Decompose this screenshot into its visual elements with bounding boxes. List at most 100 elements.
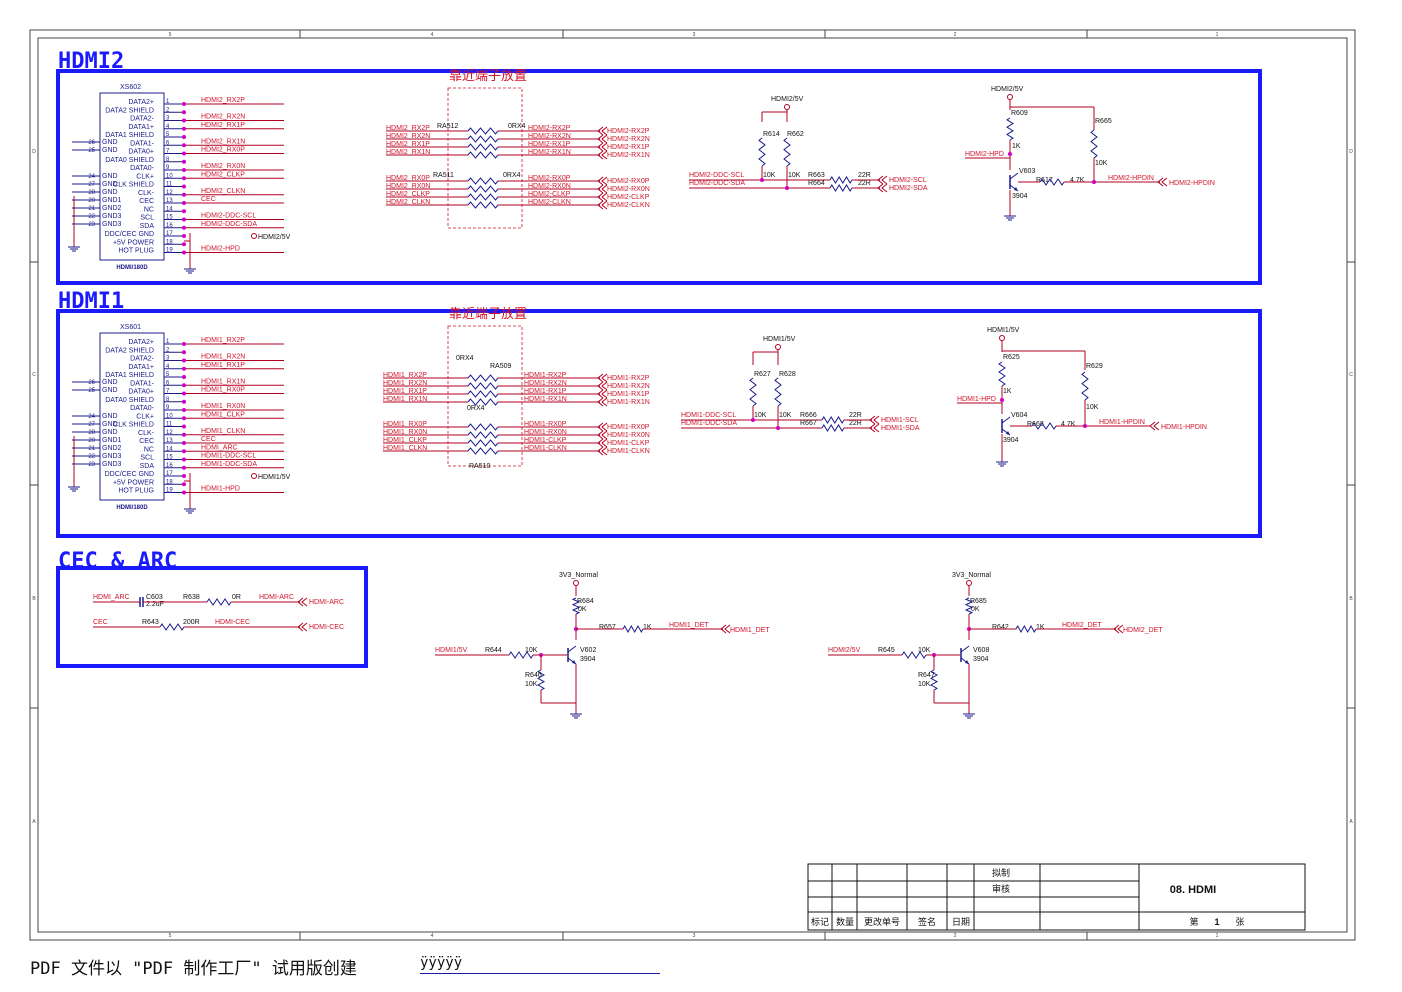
resistor-array-value: 0RX4 <box>503 172 521 179</box>
connector-pin-name: CLK- <box>138 430 155 437</box>
resistor-ref: R644 <box>485 647 502 654</box>
net-label: HDMI2-RX2P <box>528 125 571 132</box>
title-column-header: 数量 <box>836 916 854 927</box>
port-label: HDMI2-SDA <box>889 185 928 192</box>
connector-pin-name: SCL <box>140 215 154 222</box>
transistor-icon <box>1001 416 1011 424</box>
resistor-value: 1K <box>1012 143 1021 150</box>
gnd-pin-name: GND3 <box>102 453 122 460</box>
junction-dot <box>182 432 186 437</box>
resistor-icon <box>1006 117 1014 141</box>
resistor-icon <box>622 624 644 634</box>
resistor-value: 10K <box>918 647 931 654</box>
gnd-pin-number: 24 <box>88 414 95 420</box>
connector-ref: XS601 <box>120 324 141 331</box>
junction-dot <box>182 457 186 462</box>
resistor-array-value: 0RX4 <box>456 355 474 362</box>
junction-dot <box>182 184 186 189</box>
connector-pin-name: DATA0- <box>130 405 155 412</box>
resistor-array-element-icon <box>467 193 499 201</box>
power-net-label: HDMI1/5V <box>258 474 291 481</box>
offpage-port-icon <box>869 423 880 433</box>
junction-dot <box>785 186 789 190</box>
connector-pin-number: 4 <box>166 364 170 370</box>
junction-dot <box>182 217 186 222</box>
power-port-icon <box>251 233 257 239</box>
sheet-suffix: 张 <box>1235 917 1244 927</box>
connector-pin-name: HOT PLUG <box>118 248 154 255</box>
pdf-watermark-link-text: ÿÿÿÿÿ <box>420 955 463 971</box>
connector-pin-name: +5V POWER <box>113 479 154 486</box>
pdf-watermark-link[interactable]: ÿÿÿÿÿ <box>420 955 660 974</box>
power-net-label: HDMI2/5V <box>991 86 1024 93</box>
sheet-number: 1 <box>1214 917 1219 927</box>
frame-row-label: B <box>1349 596 1353 602</box>
placement-note: 靠近端子放置 <box>449 68 527 83</box>
offpage-port-icon <box>720 624 731 634</box>
port-label: HDMI-CEC <box>309 624 344 631</box>
resistor-icon <box>1081 371 1089 401</box>
junction-dot <box>182 424 186 429</box>
placement-note: 靠近端子放置 <box>449 306 527 321</box>
net-label: HDMI1-RX0N <box>524 429 567 436</box>
transistor-arrow-icon <box>965 660 969 664</box>
offpage-port-icon <box>297 622 308 632</box>
connector-pin-name: DATA1 SHIELD <box>105 132 154 139</box>
junction-dot <box>182 474 186 478</box>
connector-pin-name: DATA0 SHIELD <box>105 157 154 164</box>
net-label: HDMI1_CLKP <box>201 411 245 418</box>
frame-row-label: C <box>32 372 36 378</box>
connector-pin-number: 17 <box>166 471 173 477</box>
placement-note-box <box>447 325 523 467</box>
resistor-icon <box>1090 129 1098 159</box>
resistor-value: 22R <box>849 420 862 427</box>
offpage-port-icon <box>597 373 608 383</box>
resistor-array-ref: RA510 <box>469 463 491 470</box>
frame-row-label: C <box>1349 372 1353 378</box>
port-label: HDMI1-SCL <box>881 417 919 424</box>
net-label: HDMI2-HPDIN <box>1108 175 1154 182</box>
connector-pin-number: 10 <box>166 413 173 419</box>
title-column-header: 日期 <box>952 917 970 927</box>
net-label: HDMI2_RX2P <box>201 97 245 104</box>
connector-pin-number: 6 <box>166 140 170 146</box>
resistor-ref: R614 <box>763 131 780 138</box>
offpage-port-icon <box>297 597 308 607</box>
frame-row-label: A <box>32 819 36 825</box>
transistor-arrow-icon <box>1006 431 1010 435</box>
resistor-array-element-icon <box>467 143 499 151</box>
resistor-array-ref: RA509 <box>490 363 512 370</box>
title-review-label: 审核 <box>992 883 1010 894</box>
offpage-port-icon <box>597 397 608 407</box>
frame-col-label: 3 <box>693 32 696 38</box>
net-label: CEC <box>93 619 108 626</box>
gnd-pin-number: 27 <box>88 422 95 428</box>
port-label: HDMI1-RX2P <box>607 375 650 382</box>
resistor-ref: R666 <box>800 412 817 419</box>
net-label: HDMI1-RX0P <box>524 421 567 428</box>
resistor-ref: R647 <box>918 672 935 679</box>
resistor-icon <box>159 623 185 631</box>
gnd-pin-name: GND <box>102 387 118 394</box>
power-net-label: HDMI1/5V <box>987 327 1020 334</box>
connector-pin-number: 1 <box>166 99 170 105</box>
resistor-array-element-icon <box>467 423 499 431</box>
junction-dot <box>182 465 186 470</box>
transistor-ref: V608 <box>973 647 989 654</box>
net-label: HDMI1_RX0N <box>201 403 245 410</box>
junction-dot <box>182 449 186 454</box>
gnd-pin-number: 22 <box>88 454 95 460</box>
capacitor-value: 2.2uF <box>146 601 164 608</box>
transistor-arrow-icon <box>1014 187 1018 191</box>
junction-dot <box>760 178 764 182</box>
resistor-array-element-icon <box>467 374 499 382</box>
frame-row-label: A <box>1349 819 1353 825</box>
connector-pin-name: SDA <box>140 463 155 470</box>
net-label: CEC <box>201 436 216 443</box>
offpage-port-icon <box>597 150 608 160</box>
resistor-icon <box>206 598 232 606</box>
resistor-icon <box>901 651 927 659</box>
resistor-ref: R643 <box>142 619 159 626</box>
net-label: HDMI2-CLKN <box>528 199 571 206</box>
net-label: HDMI2_CLKN <box>386 199 430 206</box>
